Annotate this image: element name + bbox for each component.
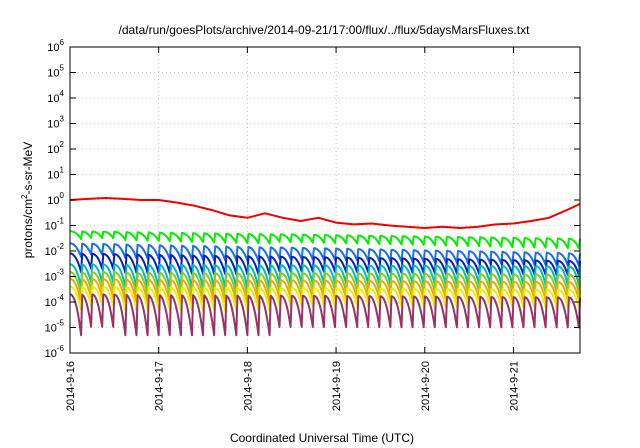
y-tick-exponent: -1: [57, 217, 65, 226]
x-tick-label: 2014-9-18: [242, 361, 254, 411]
y-axis-title-sup: 2: [20, 194, 29, 199]
series-line: [69, 242, 581, 267]
y-tick-label: 10-2: [45, 242, 65, 258]
y-tick-base: 10: [45, 323, 57, 335]
y-tick-label: 10-4: [45, 293, 65, 309]
y-tick-label: 10-3: [45, 268, 65, 284]
y-tick-exponent: -2: [57, 242, 65, 251]
series-line: [69, 278, 581, 304]
y-tick-base: 10: [45, 246, 57, 258]
y-tick-base: 10: [47, 93, 59, 105]
y-tick-base: 10: [47, 170, 59, 182]
y-tick-base: 10: [47, 144, 59, 156]
x-tick-label: 2014-9-21: [508, 361, 520, 411]
series-line: [69, 252, 581, 277]
y-tick-exponent: -6: [57, 344, 65, 353]
y-tick-label: 102: [47, 140, 64, 156]
x-tick-label: 2014-9-17: [154, 361, 166, 411]
y-tick-base: 10: [45, 297, 57, 309]
y-tick-base: 10: [45, 272, 57, 284]
x-tick-label: 2014-9-16: [65, 361, 77, 411]
y-tick-exponent: 1: [60, 166, 65, 175]
y-tick-base: 10: [47, 42, 59, 54]
y-tick-exponent: -5: [57, 319, 65, 328]
series-line: [69, 263, 581, 289]
series-line: [70, 230, 581, 250]
y-tick-label: 10-6: [45, 344, 65, 360]
y-tick-exponent: 4: [60, 89, 65, 98]
chart-title: /data/run/goesPlots/archive/2014-09-21/1…: [119, 23, 531, 37]
y-tick-base: 10: [45, 221, 57, 233]
plot-area: 10-610-510-410-310-210-11001011021031041…: [45, 38, 581, 411]
y-tick-exponent: 5: [60, 64, 65, 73]
y-tick-base: 10: [45, 348, 57, 360]
y-tick-exponent: -4: [57, 293, 65, 302]
y-axis-title-base: protons/cm: [21, 199, 35, 258]
y-tick-exponent: 0: [60, 191, 65, 200]
x-tick-label: 2014-9-20: [420, 361, 432, 411]
y-tick-base: 10: [47, 195, 59, 207]
y-tick-label: 101: [47, 166, 64, 182]
y-tick-exponent: 2: [60, 140, 65, 149]
series-line: [69, 197, 581, 229]
y-tick-base: 10: [47, 68, 59, 80]
x-axis-title: Coordinated Universal Time (UTC): [230, 431, 414, 445]
series-line: [69, 271, 581, 297]
y-tick-label: 100: [47, 191, 64, 207]
y-tick-label: 103: [47, 115, 64, 131]
y-tick-exponent: -3: [57, 268, 65, 277]
y-axis-title: protons/cm2-s-sr-MeV: [20, 142, 35, 258]
series-line: [69, 285, 581, 312]
y-tick-exponent: 3: [60, 115, 65, 124]
y-axis-title-rest: -s-sr-MeV: [21, 142, 35, 195]
x-tick-label: 2014-9-19: [331, 361, 343, 411]
y-tick-label: 106: [47, 38, 64, 54]
y-tick-base: 10: [47, 119, 59, 131]
y-tick-exponent: 6: [60, 38, 65, 47]
y-tick-label: 104: [47, 89, 64, 105]
y-tick-label: 105: [47, 64, 64, 80]
y-tick-label: 10-1: [45, 217, 65, 233]
y-tick-label: 10-5: [45, 319, 65, 335]
series-line: [69, 293, 581, 337]
